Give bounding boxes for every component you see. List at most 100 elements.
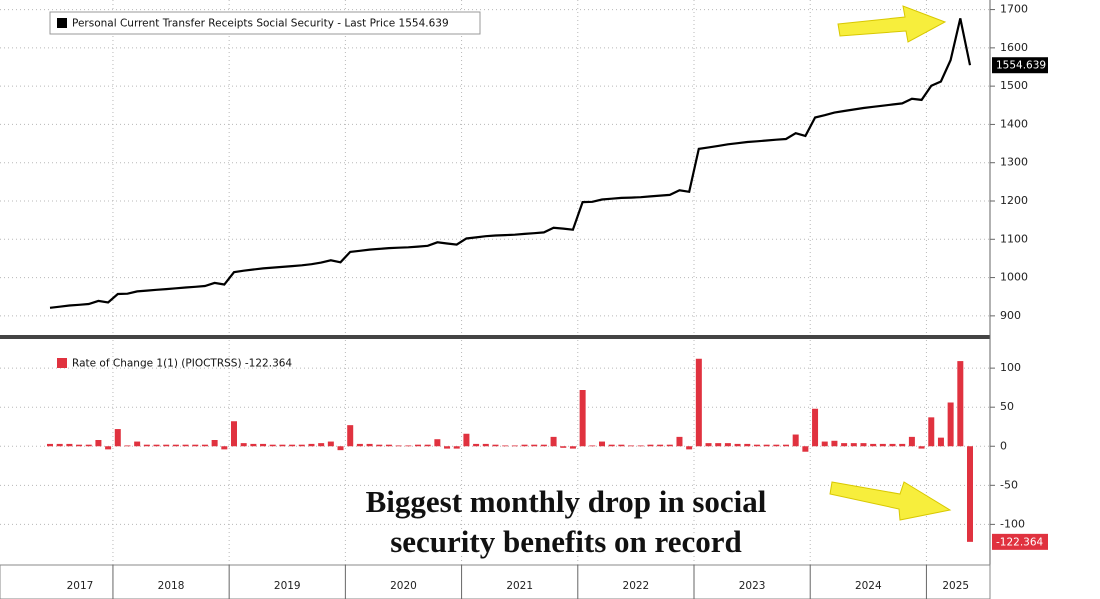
bar <box>269 444 276 447</box>
bar <box>676 436 683 447</box>
bar <box>812 408 819 447</box>
bar <box>47 443 53 447</box>
bar <box>744 443 751 447</box>
bar <box>928 417 935 447</box>
bar <box>318 443 325 447</box>
bar <box>492 444 499 447</box>
bar <box>618 444 625 447</box>
bar <box>850 443 857 447</box>
bar <box>657 444 664 447</box>
bar <box>899 443 906 447</box>
y-tick-label: 100 <box>1000 361 1021 374</box>
x-tick-label: 2025 <box>942 580 969 592</box>
bar <box>686 446 693 450</box>
y-tick-label: 1300 <box>1000 156 1028 169</box>
bar <box>967 446 973 542</box>
bar <box>444 446 451 449</box>
y-tick-label: 1100 <box>1000 232 1028 245</box>
bar <box>599 441 605 447</box>
y-tick-label: 1400 <box>1000 117 1028 130</box>
y-tick-label: 1700 <box>1000 3 1028 16</box>
x-tick-label: 2023 <box>739 580 766 592</box>
legend-swatch <box>57 18 67 28</box>
bar <box>153 444 160 447</box>
y-tick-label: -50 <box>1000 478 1018 491</box>
bar <box>124 445 131 447</box>
x-tick-label: 2020 <box>390 580 417 592</box>
bar <box>105 446 112 450</box>
bar <box>85 444 92 447</box>
bar <box>250 443 257 447</box>
bar <box>385 444 392 447</box>
legend-label: Rate of Change 1(1) (PIOCTRSS) -122.364 <box>72 358 292 370</box>
bar <box>889 443 896 447</box>
bar <box>540 444 547 447</box>
legend-swatch <box>57 358 67 368</box>
bar <box>453 446 460 449</box>
bar <box>908 436 915 447</box>
bar <box>308 443 315 447</box>
bar <box>76 444 83 447</box>
x-tick-label: 2021 <box>506 580 533 592</box>
bar <box>521 444 528 447</box>
bar <box>792 434 799 447</box>
x-tick-label: 2017 <box>67 580 94 592</box>
bar <box>482 443 489 447</box>
bar <box>531 444 538 447</box>
bar <box>298 444 305 447</box>
bar <box>327 441 334 447</box>
bar <box>589 445 596 447</box>
last-value-label: 1554.639 <box>996 60 1046 72</box>
legend-label: Personal Current Transfer Receipts Socia… <box>72 18 449 30</box>
bar <box>279 444 286 447</box>
y-tick-label: 900 <box>1000 309 1021 322</box>
bar <box>211 440 218 447</box>
bar <box>773 444 780 447</box>
arrow <box>837 5 947 43</box>
line <box>49 18 972 309</box>
bar <box>831 440 838 447</box>
bar <box>201 444 208 447</box>
bar <box>434 439 441 447</box>
bar <box>705 443 712 447</box>
bar <box>424 444 431 447</box>
bar <box>637 445 644 447</box>
bar <box>66 443 73 447</box>
bar <box>763 444 770 447</box>
bar <box>376 444 383 447</box>
last-value-tag <box>992 57 1048 74</box>
x-tick-label: 2019 <box>274 580 301 592</box>
background <box>0 0 990 565</box>
bar <box>569 446 576 449</box>
bar <box>879 443 886 447</box>
bar <box>783 444 789 447</box>
y-tick-label: 1600 <box>1000 41 1028 54</box>
bar <box>802 446 809 452</box>
bar <box>511 445 518 447</box>
bar <box>937 437 944 447</box>
bar <box>560 446 567 448</box>
y-tick-label: 1200 <box>1000 194 1028 207</box>
bar <box>647 444 654 447</box>
bar <box>143 444 150 447</box>
bar <box>608 444 615 447</box>
bar <box>502 445 509 447</box>
bar <box>221 446 228 450</box>
bar <box>463 433 470 447</box>
x-tick-label: 2022 <box>623 580 650 592</box>
bar <box>356 443 363 447</box>
x-axis-band <box>0 564 991 599</box>
bar <box>724 443 731 447</box>
y-tick-label: 1500 <box>1000 79 1028 92</box>
y-tick-label: -100 <box>1000 517 1025 530</box>
bar <box>405 445 412 447</box>
bar <box>841 443 848 447</box>
bar <box>347 425 354 447</box>
bar <box>753 444 760 447</box>
bar <box>95 440 102 447</box>
bar <box>289 444 296 447</box>
bar <box>473 443 480 447</box>
bar <box>628 445 635 447</box>
